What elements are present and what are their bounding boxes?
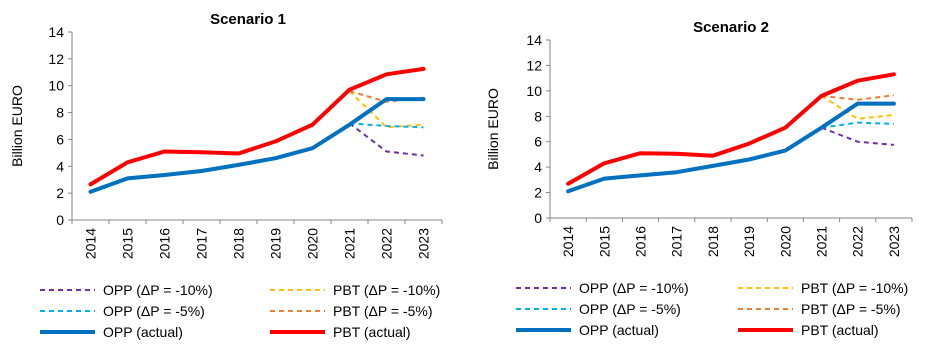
x-tick-label: 2017: [669, 226, 685, 257]
series-line-5: [88, 97, 426, 194]
series-line-5: [566, 101, 896, 194]
y-tick-label: 14: [526, 32, 542, 48]
y-tick-label: 12: [48, 51, 64, 67]
y-tick-label: 14: [48, 24, 64, 40]
legend-label: PBT (actual): [333, 324, 411, 340]
x-tick-label: 2014: [560, 226, 576, 257]
legend-label: OPP (ΔP = -5%): [103, 303, 205, 319]
legend-label: OPP (ΔP = -5%): [579, 301, 681, 317]
legend-label: PBT (ΔP = -10%): [333, 282, 440, 298]
x-tick-label: 2018: [705, 226, 721, 257]
legend-label: PBT (ΔP = -5%): [333, 303, 432, 319]
y-tick-label: 6: [534, 134, 542, 150]
y-tick-label: 8: [534, 108, 542, 124]
y-axis-label: Billion EURO: [485, 88, 501, 170]
series-line-1: [821, 126, 894, 146]
x-tick-label: 2022: [850, 226, 866, 257]
series-line-2: [348, 90, 424, 129]
y-tick-label: 10: [526, 83, 542, 99]
legend-label: PBT (ΔP = -5%): [801, 301, 900, 317]
y-tick-label: 12: [526, 57, 542, 73]
chart-scenario-2: Scenario 2 Billion EURO 0 2 4 6 8 10 12 14 2014 201…: [480, 0, 930, 346]
legend-label: OPP (ΔP = -10%): [103, 282, 213, 298]
x-tick-label: 2019: [741, 226, 757, 257]
series-line-2: [820, 95, 895, 120]
x-tick-label: 2014: [83, 228, 99, 259]
y-tick-label: 2: [56, 185, 64, 201]
chart-scenario-1: Scenario 1 Billion EURO 0 2 4 6 8 10 12 14 2014 201…: [9, 11, 443, 340]
x-tick-label: 2021: [342, 228, 358, 259]
series-line-3: [821, 121, 894, 129]
y-tick-label: 4: [56, 158, 64, 174]
x-tick-label: 2015: [120, 228, 136, 259]
series-line-1: [348, 122, 424, 157]
x-tick-label: 2022: [379, 228, 395, 259]
x-tick-label: 2023: [886, 226, 902, 257]
x-tick-label: 2020: [777, 226, 793, 257]
y-tick-label: 10: [48, 78, 64, 94]
y-tick-label: 4: [534, 159, 542, 175]
x-tick-label: 2019: [268, 228, 284, 259]
legend-label: OPP (ΔP = -10%): [579, 280, 689, 296]
x-tick-label: 2016: [157, 228, 173, 259]
series-line-6: [566, 72, 896, 186]
x-tick-label: 2015: [596, 226, 612, 257]
x-tick-label: 2016: [633, 226, 649, 257]
legend-label: PBT (ΔP = -10%): [801, 280, 908, 296]
series-line-3: [349, 122, 424, 129]
chart-svg-scenario-2: Scenario 2 Billion EURO 0 2 4 6 8 10 12 14 2014 201…: [485, 19, 913, 338]
y-tick-label: 0: [534, 210, 542, 226]
x-tick-label: 2017: [194, 228, 210, 259]
x-tick-label: 2023: [416, 228, 432, 259]
y-tick-label: 8: [56, 105, 64, 121]
chart-title: Scenario 2: [693, 19, 769, 36]
series-line-4: [821, 94, 895, 101]
legend-label: PBT (actual): [801, 322, 879, 338]
chart-title: Scenario 1: [210, 11, 286, 28]
y-tick-label: 0: [56, 212, 64, 228]
legend-label: OPP (actual): [103, 324, 183, 340]
y-tick-label: 6: [56, 131, 64, 147]
series-line-6: [88, 66, 426, 187]
x-tick-label: 2021: [814, 226, 830, 257]
y-tick-label: 2: [534, 185, 542, 201]
y-axis-label: Billion EURO: [9, 85, 25, 167]
x-tick-label: 2018: [231, 228, 247, 259]
chart-svg-scenario-1: Scenario 1 Billion EURO 0 2 4 6 8 10 12 14 2014 201…: [9, 11, 443, 340]
legend-label: OPP (actual): [579, 322, 659, 338]
x-tick-label: 2020: [305, 228, 321, 259]
